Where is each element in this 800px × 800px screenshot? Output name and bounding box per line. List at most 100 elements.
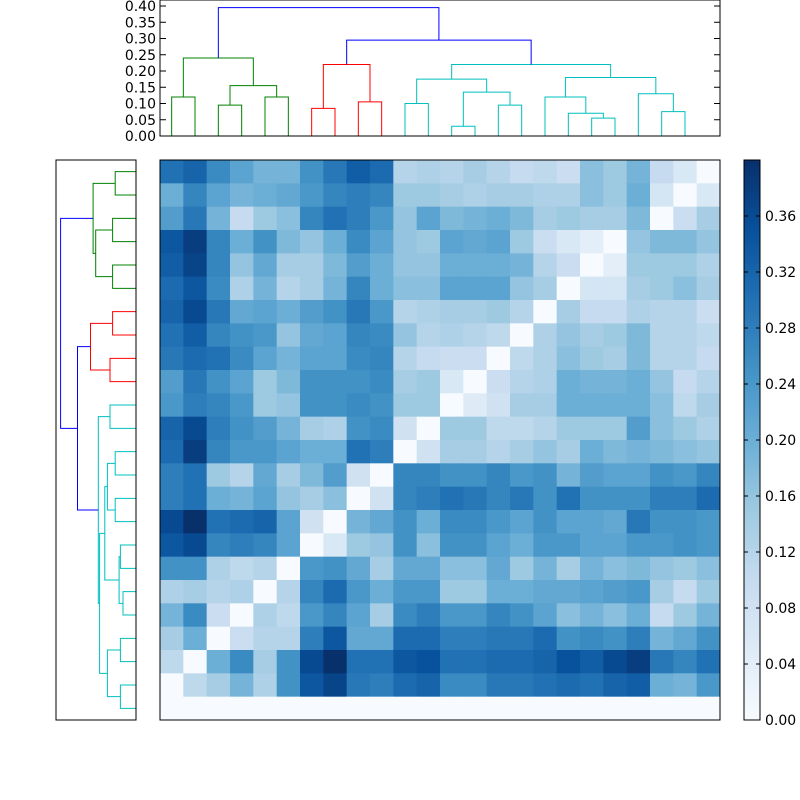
heatmap-cell bbox=[253, 230, 278, 254]
heatmap-cell bbox=[323, 440, 348, 464]
heatmap-cell bbox=[440, 416, 464, 441]
heatmap-cell bbox=[160, 206, 184, 231]
heatmap-cell bbox=[300, 230, 324, 254]
heatmap-cell bbox=[510, 370, 534, 394]
heatmap-cell bbox=[183, 253, 208, 278]
heatmap-cell bbox=[580, 416, 604, 441]
heatmap-cell bbox=[183, 160, 208, 184]
heatmap-cell bbox=[370, 206, 394, 231]
colorbar-axis: 0.00 0.04 0.08 0.12 0.16 0.20 0.24 0.28 0.32 0.36 bbox=[744, 209, 796, 729]
heatmap-cell bbox=[370, 650, 394, 674]
heatmap-cell bbox=[556, 696, 581, 721]
heatmap-cell bbox=[253, 696, 278, 721]
heatmap-cell bbox=[603, 580, 628, 604]
heatmap-cell bbox=[370, 556, 394, 581]
heatmap-cell bbox=[253, 626, 278, 651]
heatmap-cell bbox=[393, 253, 418, 278]
heatmap-cell bbox=[416, 626, 441, 651]
heatmap-cell bbox=[626, 253, 651, 278]
heatmap-cell bbox=[510, 463, 534, 488]
heatmap-cell bbox=[580, 650, 604, 674]
heatmap-cell bbox=[276, 300, 301, 324]
heatmap-cell bbox=[393, 346, 418, 371]
heatmap-cell bbox=[346, 370, 371, 394]
heatmap-cell bbox=[603, 276, 628, 301]
heatmap-cell bbox=[673, 603, 698, 628]
heatmap-cell bbox=[463, 580, 488, 604]
top-dendrogram-y-axis: 0.000.050.100.150.200.250.300.350.40 bbox=[125, 0, 720, 145]
heatmap-cell bbox=[253, 533, 278, 558]
heatmap-cell bbox=[276, 580, 301, 604]
left-dendrogram-link bbox=[60, 217, 94, 429]
heatmap-cell bbox=[416, 510, 441, 534]
heatmap-cell bbox=[650, 183, 674, 208]
heatmap-cell bbox=[650, 510, 674, 534]
heatmap-cell bbox=[160, 160, 184, 184]
heatmap-cell bbox=[533, 696, 558, 721]
heatmap-cell bbox=[650, 160, 674, 184]
heatmap-cell bbox=[533, 673, 558, 698]
heatmap-cell bbox=[556, 370, 581, 394]
heatmap-cell bbox=[463, 626, 488, 651]
heatmap-cell bbox=[276, 510, 301, 534]
heatmap-cell bbox=[206, 556, 231, 581]
heatmap-cell bbox=[510, 556, 534, 581]
heatmap-cell bbox=[673, 673, 698, 698]
heatmap-cell bbox=[533, 183, 558, 208]
heatmap-cell bbox=[393, 276, 418, 301]
heatmap-cell bbox=[370, 603, 394, 628]
heatmap-cell bbox=[416, 276, 441, 301]
heatmap-cell bbox=[416, 160, 441, 184]
heatmap-cell bbox=[276, 440, 301, 464]
heatmap-cell bbox=[393, 323, 418, 348]
heatmap-cell bbox=[230, 346, 254, 371]
heatmap-cell bbox=[300, 370, 324, 394]
heatmap-cell bbox=[183, 206, 208, 231]
heatmap-cell bbox=[230, 556, 254, 581]
heatmap-cell bbox=[580, 486, 604, 511]
heatmap-cell bbox=[276, 346, 301, 371]
heatmap-cell bbox=[626, 393, 651, 418]
heatmap-cell bbox=[440, 486, 464, 511]
heatmap-cell bbox=[370, 370, 394, 394]
heatmap-cell bbox=[486, 626, 511, 651]
heatmap-cell bbox=[626, 230, 651, 254]
heatmap-cell bbox=[486, 580, 511, 604]
heatmap-cell bbox=[673, 486, 698, 511]
heatmap-cell bbox=[346, 486, 371, 511]
heatmap-cell bbox=[650, 626, 674, 651]
heatmap-cell bbox=[580, 556, 604, 581]
heatmap-cell bbox=[276, 696, 301, 721]
heatmap-cell bbox=[510, 696, 534, 721]
heatmap-cell bbox=[160, 440, 184, 464]
heatmap-cell bbox=[463, 440, 488, 464]
heatmap-cell bbox=[440, 370, 464, 394]
heatmap-cell bbox=[650, 206, 674, 231]
heatmap-cell bbox=[603, 463, 628, 488]
heatmap-cell bbox=[183, 276, 208, 301]
heatmap-cell bbox=[510, 626, 534, 651]
heatmap-cell bbox=[580, 183, 604, 208]
heatmap-cell bbox=[463, 486, 488, 511]
heatmap-cell bbox=[603, 650, 628, 674]
heatmap-cell bbox=[253, 510, 278, 534]
heatmap-cell bbox=[183, 533, 208, 558]
heatmap-cell bbox=[673, 206, 698, 231]
heatmap-cell bbox=[206, 230, 231, 254]
heatmap-cell bbox=[416, 230, 441, 254]
heatmap-cell bbox=[580, 206, 604, 231]
heatmap-cell bbox=[346, 603, 371, 628]
heatmap-cell bbox=[183, 183, 208, 208]
heatmap-cell bbox=[230, 300, 254, 324]
colorbar-tick-label: 0.36 bbox=[765, 209, 796, 225]
heatmap-cell bbox=[603, 673, 628, 698]
heatmap-cell bbox=[510, 323, 534, 348]
heatmap-cell bbox=[510, 650, 534, 674]
heatmap-cell bbox=[206, 300, 231, 324]
heatmap-cell bbox=[556, 346, 581, 371]
heatmap-cell bbox=[230, 370, 254, 394]
heatmap-cell bbox=[580, 393, 604, 418]
heatmap-cell bbox=[696, 626, 721, 651]
heatmap-cell bbox=[300, 650, 324, 674]
heatmap-cell bbox=[276, 276, 301, 301]
